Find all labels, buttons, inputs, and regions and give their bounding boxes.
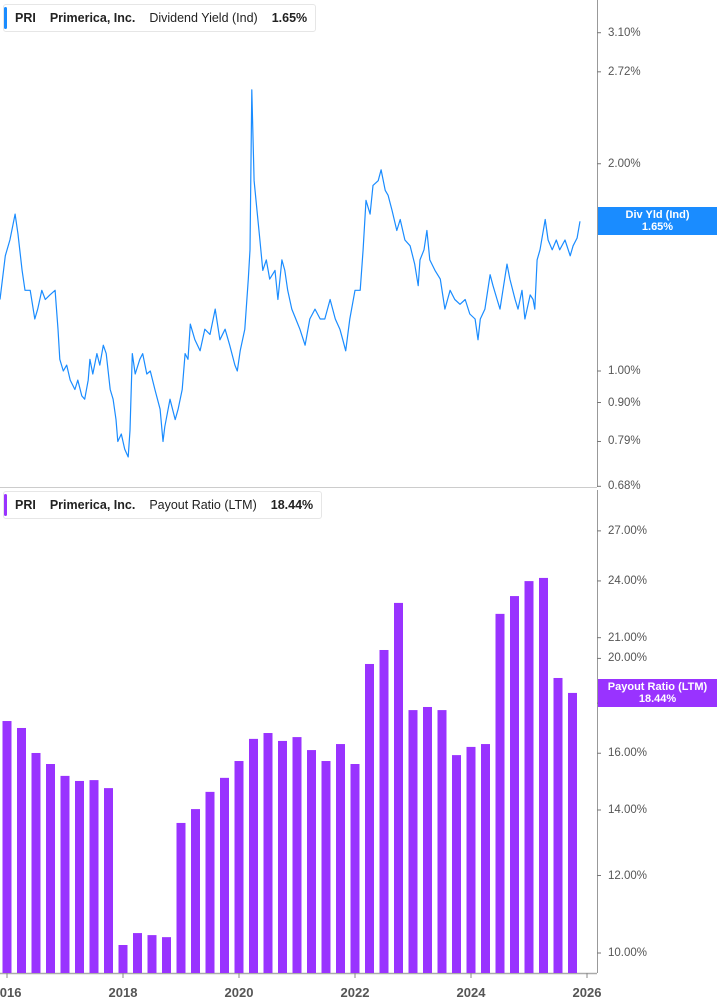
payout-bar — [118, 945, 128, 973]
payout-bar — [553, 677, 563, 973]
top-legend-metric: Dividend Yield (Ind) — [149, 11, 258, 25]
payout-bar — [31, 752, 41, 973]
bottom-y-tick-label: 12.00% — [608, 869, 648, 882]
bottom-callout-value: 18.44% — [638, 693, 677, 705]
payout-bar — [524, 581, 534, 973]
top-legend-ticker: PRI — [15, 11, 36, 25]
bottom-legend-value: 18.44% — [270, 498, 314, 512]
payout-bar — [452, 755, 461, 973]
payout-bar — [307, 750, 316, 973]
x-tick-label: 2020 — [224, 985, 254, 1000]
payout-bar — [510, 596, 519, 973]
top-y-tick-label: 3.10% — [608, 26, 641, 39]
payout-bar — [133, 933, 142, 973]
payout-bar — [350, 764, 360, 973]
payout-bar — [46, 764, 55, 973]
bottom-y-tick-label: 24.00% — [608, 574, 648, 587]
payout-bar — [191, 809, 200, 973]
payout-bar — [176, 822, 186, 973]
x-tick-label: 2018 — [108, 985, 138, 1000]
bottom-legend-swatch — [4, 494, 7, 516]
bottom-callout-label: Payout Ratio (LTM) — [607, 681, 708, 693]
top-value-callout: Div Yld (Ind) 1.65% — [598, 207, 717, 235]
payout-bar — [162, 937, 171, 973]
top-y-tick-label: 0.90% — [608, 396, 641, 409]
payout-bar — [379, 649, 389, 973]
top-y-tick-label: 2.00% — [608, 157, 641, 170]
payout-bar — [495, 613, 505, 973]
bottom-y-tick-label: 16.00% — [608, 747, 648, 760]
payout-bar — [466, 746, 476, 973]
x-tick-label: 2026 — [572, 985, 602, 1000]
top-legend-company: Primerica, Inc. — [49, 11, 136, 25]
payout-bar — [234, 761, 244, 973]
bottom-y-tick-label: 14.00% — [608, 803, 648, 816]
bottom-legend-metric: Payout Ratio (LTM) — [149, 498, 257, 512]
payout-bar — [249, 738, 258, 973]
payout-bar — [568, 692, 577, 973]
payout-bar — [89, 780, 99, 973]
payout-bar — [408, 710, 418, 973]
x-tick-label: 2024 — [456, 985, 486, 1000]
bottom-legend-company: Primerica, Inc. — [49, 498, 136, 512]
top-legend-value: 1.65% — [271, 11, 308, 25]
bottom-y-tick-label: 20.00% — [608, 652, 648, 665]
payout-bar — [104, 788, 113, 973]
x-tick-label: 2016 — [0, 985, 22, 1000]
payout-bar — [336, 744, 345, 973]
payout-bars — [2, 577, 577, 973]
bottom-y-tick-label: 21.00% — [608, 631, 648, 644]
x-tick-label: 2022 — [340, 985, 370, 1000]
payout-bar — [147, 935, 157, 973]
payout-bar — [205, 791, 215, 973]
top-legend-swatch — [4, 7, 7, 29]
payout-bar — [423, 706, 432, 973]
payout-bar — [365, 663, 374, 973]
payout-bar — [539, 577, 548, 973]
top-y-tick-label: 0.68% — [608, 480, 641, 493]
payout-bar — [220, 777, 229, 973]
payout-bar — [278, 740, 287, 973]
bottom-legend-ticker: PRI — [15, 498, 36, 512]
payout-bar — [75, 780, 84, 973]
payout-bar — [17, 727, 26, 973]
payout-bar — [263, 733, 273, 973]
bottom-y-tick-label: 27.00% — [608, 524, 648, 537]
top-callout-value: 1.65% — [641, 221, 674, 233]
bottom-legend: PRI Primerica, Inc. Payout Ratio (LTM) 1… — [3, 491, 323, 519]
payout-bar — [394, 602, 403, 973]
bottom-value-callout: Payout Ratio (LTM) 18.44% — [598, 679, 717, 707]
dividend-yield-line — [0, 89, 581, 458]
top-y-tick-label: 1.00% — [608, 365, 641, 377]
bottom-y-tick-label: 10.00% — [608, 947, 648, 959]
top-y-tick-label: 0.79% — [608, 435, 641, 448]
top-legend: PRI Primerica, Inc. Dividend Yield (Ind)… — [3, 4, 317, 32]
top-callout-label: Div Yld (Ind) — [625, 209, 690, 221]
payout-bar — [481, 744, 490, 973]
payout-bar — [292, 737, 302, 973]
payout-bar — [60, 775, 70, 973]
payout-bar — [2, 721, 12, 973]
payout-bar — [437, 710, 447, 973]
payout-bar — [321, 761, 331, 973]
top-y-tick-label: 2.72% — [608, 65, 641, 78]
